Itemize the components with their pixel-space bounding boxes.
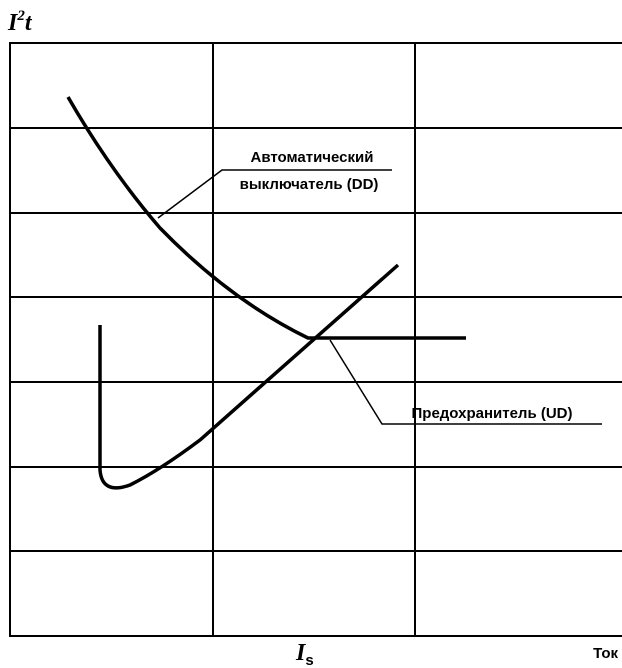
breaker-leader xyxy=(157,169,392,219)
plot-frame xyxy=(9,42,622,637)
fuse-leader xyxy=(329,339,602,425)
breaker-label: Автоматический xyxy=(251,149,374,166)
x-axis-label: Ток xyxy=(593,645,618,662)
is-label-sub: s xyxy=(305,652,313,668)
fuse-curve xyxy=(98,263,400,490)
breaker-label: выключатель (DD) xyxy=(240,176,379,193)
breaker-curve xyxy=(66,96,466,340)
y-axis-label-tail: t xyxy=(25,10,33,36)
fuse-label: Предохранитель (UD) xyxy=(412,405,573,422)
is-label-base: I xyxy=(295,640,307,666)
y-axis-label-sup: 2 xyxy=(16,8,25,24)
y-axis-label: I2t xyxy=(7,8,33,36)
y-axis-label-base: I xyxy=(7,10,19,36)
grid xyxy=(10,43,622,636)
is-label: Is xyxy=(295,640,314,668)
